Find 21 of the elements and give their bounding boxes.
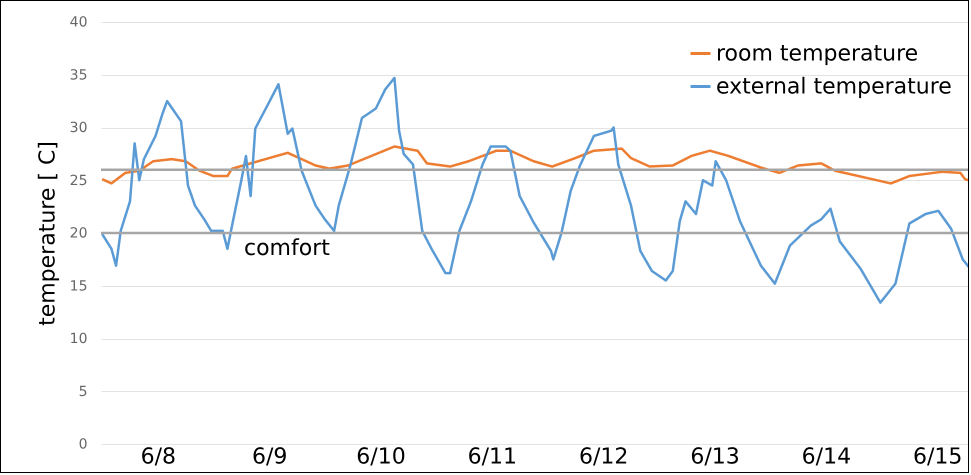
ref-line-label: comfort (244, 236, 330, 261)
x-tick-label: 6/12 (578, 444, 628, 470)
y-tick-label: 5 (78, 384, 88, 400)
y-tick-label: 30 (70, 120, 88, 136)
y-tick-label: 40 (70, 14, 88, 30)
y-tick-label: 0 (78, 436, 88, 452)
legend-label: room temperature (716, 42, 918, 66)
x-tick-label: 6/15 (913, 444, 962, 470)
y-tick-label: 20 (70, 226, 88, 242)
x-tick-label: 6/14 (802, 444, 852, 470)
x-tick-label: 6/9 (252, 444, 288, 470)
x-tick-label: 6/11 (468, 444, 518, 470)
x-tick-label: 6/13 (690, 444, 740, 470)
legend-label: external temperature (716, 74, 952, 100)
y-axis-title: temperature [ C] (36, 141, 61, 326)
x-tick-label: 6/10 (356, 444, 406, 470)
y-tick-label: 25 (70, 172, 88, 189)
y-tick-label: 35 (70, 67, 88, 84)
y-tick-label: 15 (70, 278, 88, 294)
x-tick-label: 6/8 (140, 444, 176, 470)
y-tick-label: 10 (70, 331, 88, 347)
